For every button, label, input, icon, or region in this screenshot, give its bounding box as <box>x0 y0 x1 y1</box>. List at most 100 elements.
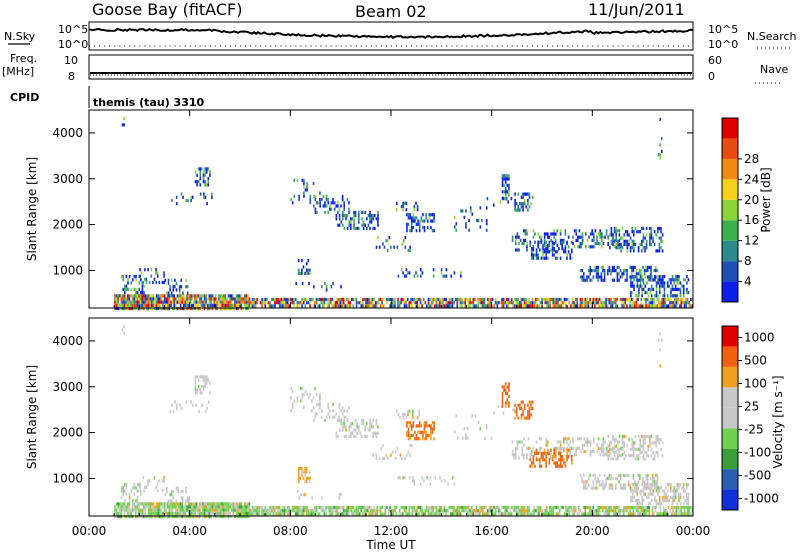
echo-cell <box>168 515 171 519</box>
echo-cell <box>650 278 653 282</box>
echo-cell <box>306 509 308 513</box>
echo-cell <box>528 192 531 196</box>
echo-cell <box>125 483 128 487</box>
echo-cell <box>223 505 225 509</box>
echo-cell <box>504 190 507 194</box>
echo-cell <box>488 297 491 302</box>
echo-cell <box>231 294 233 298</box>
echo-cell <box>397 412 400 417</box>
echo-cell <box>141 508 143 512</box>
echo-cell <box>621 301 623 305</box>
echo-cell <box>453 509 455 513</box>
echo-cell <box>402 201 404 205</box>
echo-cell <box>520 413 523 417</box>
echo-cell <box>485 505 487 510</box>
echo-cell <box>243 511 246 515</box>
echo-cell <box>649 233 651 237</box>
echo-cell <box>667 505 670 510</box>
echo-cell <box>321 285 323 289</box>
echo-cell <box>530 413 532 417</box>
echo-cell <box>518 304 521 308</box>
echo-cell <box>139 274 141 278</box>
echo-cell <box>322 194 325 198</box>
echo-cell <box>453 225 456 229</box>
echo-cell <box>210 294 212 298</box>
echo-cell <box>619 483 622 487</box>
echo-cell <box>542 247 544 251</box>
echo-cell <box>545 253 547 257</box>
echo-cell <box>615 483 617 487</box>
echo-cell <box>282 505 284 510</box>
echo-cell <box>440 297 443 302</box>
echo-cell <box>437 512 439 516</box>
echo-cell <box>221 307 223 311</box>
echo-cell <box>601 446 603 450</box>
echo-cell <box>613 301 615 305</box>
echo-cell <box>542 297 545 302</box>
echo-cell <box>179 294 182 298</box>
echo-cell <box>322 301 324 305</box>
echo-cell <box>168 297 171 301</box>
echo-cell <box>130 489 132 493</box>
echo-cell <box>557 505 559 510</box>
echo-cell <box>149 303 151 307</box>
echo-cell <box>374 509 377 513</box>
echo-cell <box>405 505 407 510</box>
echo-cell <box>642 438 645 442</box>
echo-cell <box>506 196 509 200</box>
echo-cell <box>650 272 652 276</box>
echo-cell <box>165 300 167 304</box>
x-tick-label: 04:00 <box>172 524 207 538</box>
echo-cell <box>201 375 203 379</box>
echo-cell <box>549 297 551 302</box>
echo-cell <box>410 216 413 220</box>
echo-cell <box>454 509 457 513</box>
echo-cell <box>528 410 531 414</box>
echo-cell <box>123 303 126 307</box>
echo-cell <box>155 485 157 489</box>
echo-cell <box>163 479 165 483</box>
echo-cell <box>681 284 683 288</box>
echo-cell <box>205 375 208 379</box>
colorbar-segment <box>722 138 738 159</box>
echo-cell <box>663 275 666 279</box>
echo-cell <box>195 515 198 519</box>
echo-cell <box>342 304 345 308</box>
echo-cell <box>412 409 414 413</box>
echo-cell <box>152 508 155 512</box>
echo-cell <box>551 240 554 244</box>
echo-cell <box>399 476 401 480</box>
echo-cell <box>651 477 654 481</box>
echo-cell <box>621 447 624 451</box>
echo-cell <box>154 303 156 307</box>
echo-cell <box>522 400 524 404</box>
echo-cell <box>656 297 659 302</box>
echo-cell <box>656 512 659 516</box>
echo-cell <box>424 509 427 513</box>
echo-cell <box>421 512 423 516</box>
echo-cell <box>399 453 402 457</box>
echo-cell <box>151 303 153 307</box>
echo-cell <box>342 505 345 510</box>
echo-cell <box>515 450 517 454</box>
echo-cell <box>523 512 526 516</box>
echo-cell <box>515 248 517 252</box>
echo-cell <box>460 274 462 278</box>
echo-cell <box>310 509 313 513</box>
echo-cell <box>536 505 539 510</box>
echo-cell <box>542 451 544 455</box>
echo-cell <box>419 301 422 305</box>
noise-left-bottom-tick: 10^0 <box>58 38 88 51</box>
echo-cell <box>658 495 661 499</box>
echo-cell <box>595 269 598 273</box>
echo-cell <box>317 297 319 302</box>
colorbar-frame <box>721 117 739 303</box>
echo-cell <box>406 297 409 302</box>
echo-cell <box>412 219 415 223</box>
echo-cell <box>119 502 121 506</box>
echo-cell <box>202 303 204 307</box>
echo-cell <box>670 495 672 499</box>
echo-cell <box>266 297 268 302</box>
echo-cell <box>607 454 609 458</box>
freq-left-top-tick: 10 <box>64 54 78 67</box>
